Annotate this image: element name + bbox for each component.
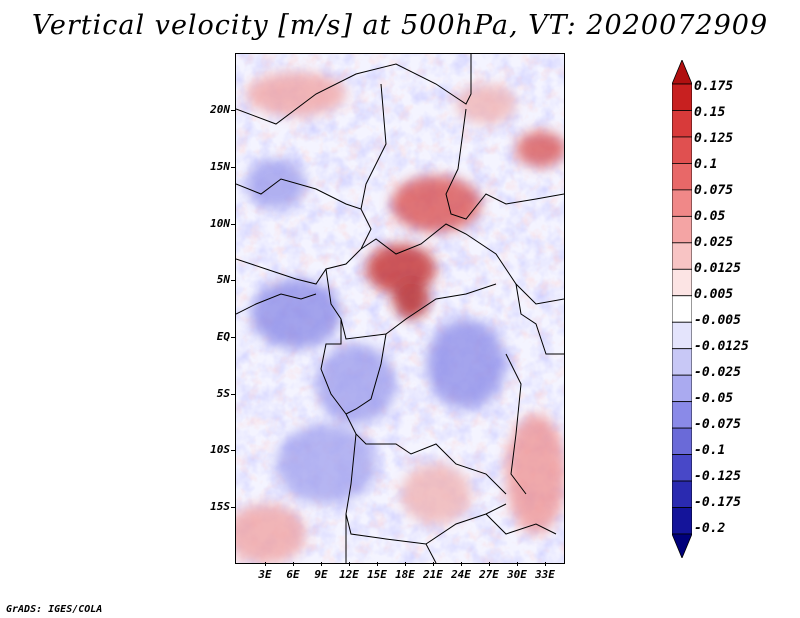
- colorbar-label: 0.125: [694, 131, 734, 146]
- grads-credit: GrADS: IGES/COLA: [6, 604, 103, 615]
- map-borders: [236, 54, 564, 563]
- colorbar-label: 0.025: [694, 235, 734, 250]
- colorbar-label: 0.005: [694, 287, 734, 302]
- x-tick: [293, 562, 294, 566]
- colorbar-segment: [672, 454, 692, 482]
- colorbar-label: 0.175: [694, 79, 734, 94]
- x-tick-label: 9E: [314, 568, 328, 581]
- y-tick: [231, 110, 235, 111]
- y-tick-label: 20N: [210, 103, 230, 116]
- x-tick: [517, 562, 518, 566]
- colorbar-label: 0.1: [694, 157, 718, 172]
- y-tick: [231, 394, 235, 395]
- colorbar-label: -0.005: [694, 313, 741, 328]
- colorbar-label: -0.075: [694, 417, 741, 432]
- colorbar: [672, 60, 692, 558]
- colorbar-segment: [672, 215, 692, 244]
- colorbar-label: -0.05: [694, 391, 734, 406]
- x-tick: [377, 562, 378, 566]
- y-tick-label: 10S: [210, 443, 230, 456]
- x-tick-label: 12E: [339, 568, 359, 581]
- colorbar-label: -0.125: [694, 469, 741, 484]
- colorbar-label: -0.175: [694, 495, 741, 510]
- x-tick-label: 30E: [507, 568, 527, 581]
- y-tick: [231, 224, 235, 225]
- colorbar-segment: [672, 242, 692, 270]
- colorbar-segment: [672, 268, 692, 297]
- y-tick-label: EQ: [216, 330, 230, 343]
- colorbar-label: -0.1: [694, 443, 726, 458]
- x-tick-label: 27E: [479, 568, 499, 581]
- x-tick: [545, 562, 546, 566]
- x-tick: [265, 562, 266, 566]
- field-patterns: [236, 72, 564, 563]
- y-tick-label: 15S: [210, 500, 230, 513]
- colorbar-segment: [672, 427, 692, 455]
- y-tick: [231, 507, 235, 508]
- colorbar-segment: [672, 60, 692, 85]
- colorbar-label: 0.0125: [694, 261, 741, 276]
- map-panel: [235, 53, 565, 564]
- chart-title: Vertical velocity [m/s] at 500hPa, VT: 2…: [31, 10, 769, 41]
- y-tick-label: 5N: [216, 273, 230, 286]
- colorbar-segment: [672, 321, 692, 350]
- colorbar-label: 0.15: [694, 105, 726, 120]
- y-tick-label: 10N: [210, 217, 230, 230]
- y-tick-label: 5S: [216, 387, 230, 400]
- x-tick: [461, 562, 462, 566]
- y-tick: [231, 450, 235, 451]
- colorbar-segment: [672, 533, 692, 558]
- x-tick-label: 6E: [286, 568, 300, 581]
- colorbar-segment: [672, 189, 692, 217]
- colorbar-label: -0.0125: [694, 339, 749, 354]
- x-tick-label: 24E: [451, 568, 471, 581]
- colorbar-segment: [672, 480, 692, 508]
- x-tick-label: 18E: [395, 568, 415, 581]
- map-svg: [236, 54, 564, 563]
- colorbar-segment: [672, 163, 692, 191]
- x-tick: [489, 562, 490, 566]
- colorbar-segment: [672, 295, 692, 323]
- colorbar-segment: [672, 110, 692, 138]
- y-tick: [231, 280, 235, 281]
- colorbar-label: -0.025: [694, 365, 741, 380]
- x-tick: [405, 562, 406, 566]
- x-tick-label: 15E: [367, 568, 387, 581]
- x-tick: [433, 562, 434, 566]
- colorbar-segment: [672, 348, 692, 376]
- colorbar-segment: [672, 83, 692, 111]
- colorbar-segment: [672, 374, 692, 403]
- colorbar-segment: [672, 507, 692, 535]
- x-tick-label: 33E: [535, 568, 555, 581]
- x-tick-label: 3E: [258, 568, 272, 581]
- colorbar-label: 0.075: [694, 183, 734, 198]
- y-tick-label: 15N: [210, 160, 230, 173]
- x-tick: [349, 562, 350, 566]
- y-tick: [231, 167, 235, 168]
- colorbar-segment: [672, 401, 692, 429]
- colorbar-label: -0.2: [694, 521, 726, 536]
- y-tick: [231, 337, 235, 338]
- colorbar-label: 0.05: [694, 209, 726, 224]
- x-tick-label: 21E: [423, 568, 443, 581]
- colorbar-segment: [672, 136, 692, 164]
- x-tick: [321, 562, 322, 566]
